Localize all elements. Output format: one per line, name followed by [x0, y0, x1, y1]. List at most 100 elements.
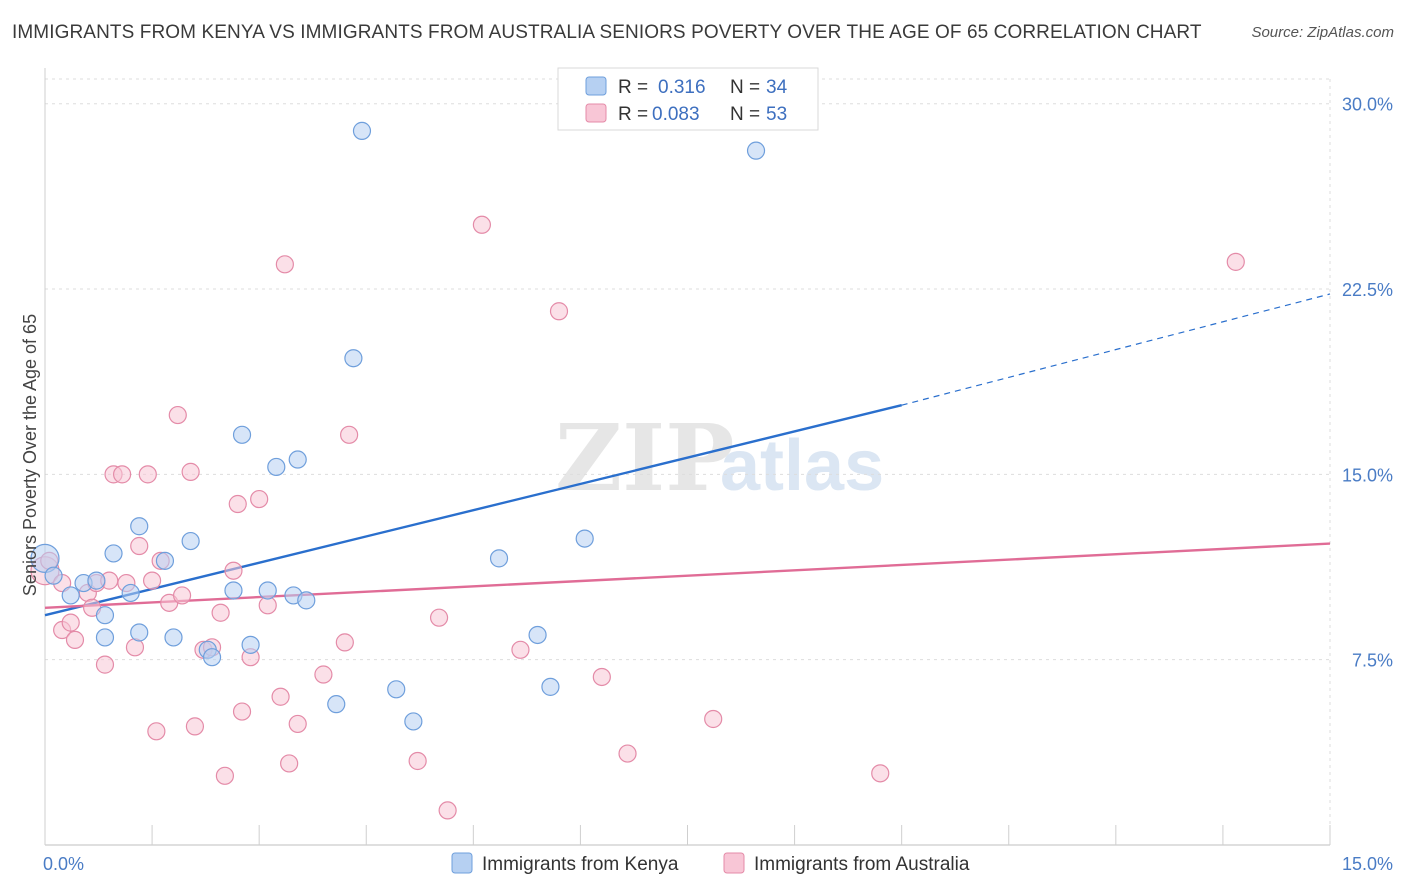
bottom-legend-kenya-swatch: [451, 852, 473, 874]
kenya-point: [224, 581, 243, 600]
legend-kenya-r-value: 0.316: [658, 77, 706, 98]
australia-point: [250, 489, 269, 509]
australia-point: [95, 655, 115, 674]
y-tick-label: 30.0%: [1342, 95, 1393, 115]
australia-point: [147, 722, 166, 741]
data-points: [30, 121, 1245, 820]
source-credit: Source: ZipAtlas.com: [1251, 24, 1394, 41]
kenya-point: [746, 141, 766, 160]
legend-australia-swatch: [585, 103, 607, 123]
australia-point: [472, 215, 491, 234]
kenya-point: [130, 623, 149, 642]
kenya-trend-extension: [901, 293, 1331, 406]
kenya-point: [232, 425, 252, 444]
legend-box: R = 0.316 N = 34 R = 0.083 N = 53: [557, 67, 819, 131]
australia-point: [271, 687, 290, 706]
australia-point: [142, 571, 162, 590]
australia-point: [871, 764, 890, 783]
australia-point: [215, 766, 234, 785]
legend-kenya-n-label: N =: [730, 77, 760, 98]
australia-point: [275, 255, 294, 274]
australia-point: [65, 630, 85, 650]
australia-point: [549, 302, 569, 321]
chart-title: IMMIGRANTS FROM KENYA VS IMMIGRANTS FROM…: [12, 22, 1202, 43]
legend-australia-n-label: N =: [730, 104, 760, 125]
kenya-point: [267, 457, 286, 477]
australia-point: [172, 586, 192, 605]
australia-point: [130, 536, 149, 556]
legend-kenya-r-label: R =: [618, 77, 648, 98]
kenya-point: [241, 635, 260, 654]
australia-point: [185, 717, 205, 736]
kenya-point: [104, 544, 123, 563]
kenya-point: [87, 571, 106, 590]
bottom-legend: Immigrants from Kenya Immigrants from Au…: [451, 852, 970, 875]
australia-point: [168, 405, 187, 425]
gridlines: [45, 78, 1331, 845]
kenya-point: [61, 586, 80, 605]
kenya-point: [164, 628, 183, 647]
kenya-point: [387, 680, 406, 699]
watermark-zip: ZIP: [555, 404, 734, 512]
australia-point: [232, 702, 252, 721]
kenya-point: [528, 625, 547, 645]
australia-point: [340, 425, 359, 444]
trend-lines: [44, 293, 1331, 617]
kenya-point: [352, 121, 372, 140]
australia-point: [228, 494, 247, 514]
kenya-point: [344, 349, 363, 368]
kenya-point: [297, 591, 316, 610]
x-tick-label-max: 15.0%: [1342, 854, 1393, 874]
kenya-point: [288, 450, 307, 469]
australia-point: [335, 633, 354, 652]
kenya-point: [541, 677, 560, 696]
australia-point: [618, 744, 637, 763]
bottom-legend-kenya-label: Immigrants from Kenya: [482, 854, 679, 875]
legend-australia-r-label: R =: [618, 104, 648, 125]
legend-kenya-swatch: [585, 76, 607, 96]
kenya-point: [404, 712, 423, 731]
kenya-point: [121, 583, 140, 603]
australia-point: [224, 561, 243, 580]
legend-australia-n-value: 53: [766, 104, 787, 125]
australia-point: [211, 603, 230, 622]
australia-point: [112, 465, 132, 484]
australia-trend-line: [44, 542, 1331, 609]
australia-point: [704, 709, 723, 729]
legend-australia-r-value: 0.083: [652, 104, 700, 125]
kenya-point: [489, 549, 509, 568]
australia-point: [438, 801, 457, 820]
bottom-legend-australia-label: Immigrants from Australia: [754, 854, 970, 875]
australia-point: [138, 465, 157, 484]
watermark-atlas: atlas: [720, 426, 884, 506]
bottom-legend-australia-swatch: [723, 852, 745, 874]
australia-point: [511, 640, 530, 659]
kenya-point: [155, 551, 175, 570]
kenya-point: [95, 628, 115, 647]
kenya-point: [130, 517, 149, 536]
kenya-point: [327, 695, 346, 714]
australia-point: [1226, 252, 1245, 271]
kenya-trend-line: [44, 404, 902, 617]
australia-point: [61, 613, 80, 632]
y-tick-label: 7.5%: [1352, 651, 1393, 671]
australia-point: [592, 667, 611, 687]
kenya-point: [44, 566, 63, 585]
australia-point: [288, 714, 307, 734]
y-axis-label: Seniors Poverty Over the Age of 65: [20, 314, 40, 596]
kenya-point: [258, 581, 277, 600]
kenya-point: [95, 606, 115, 625]
legend-kenya-n-value: 34: [766, 77, 788, 98]
australia-point: [408, 751, 427, 771]
kenya-point: [575, 529, 594, 548]
australia-point: [280, 754, 299, 773]
axes: 7.5% 15.0% 22.5% 30.0% 0.0% 15.0%: [43, 68, 1393, 874]
kenya-point: [30, 543, 60, 573]
australia-point: [314, 665, 333, 684]
kenya-point: [202, 648, 222, 667]
y-tick-label: 15.0%: [1342, 465, 1393, 485]
kenya-point: [181, 531, 200, 551]
y-tick-label: 22.5%: [1342, 280, 1393, 300]
x-tick-label-min: 0.0%: [43, 854, 84, 874]
